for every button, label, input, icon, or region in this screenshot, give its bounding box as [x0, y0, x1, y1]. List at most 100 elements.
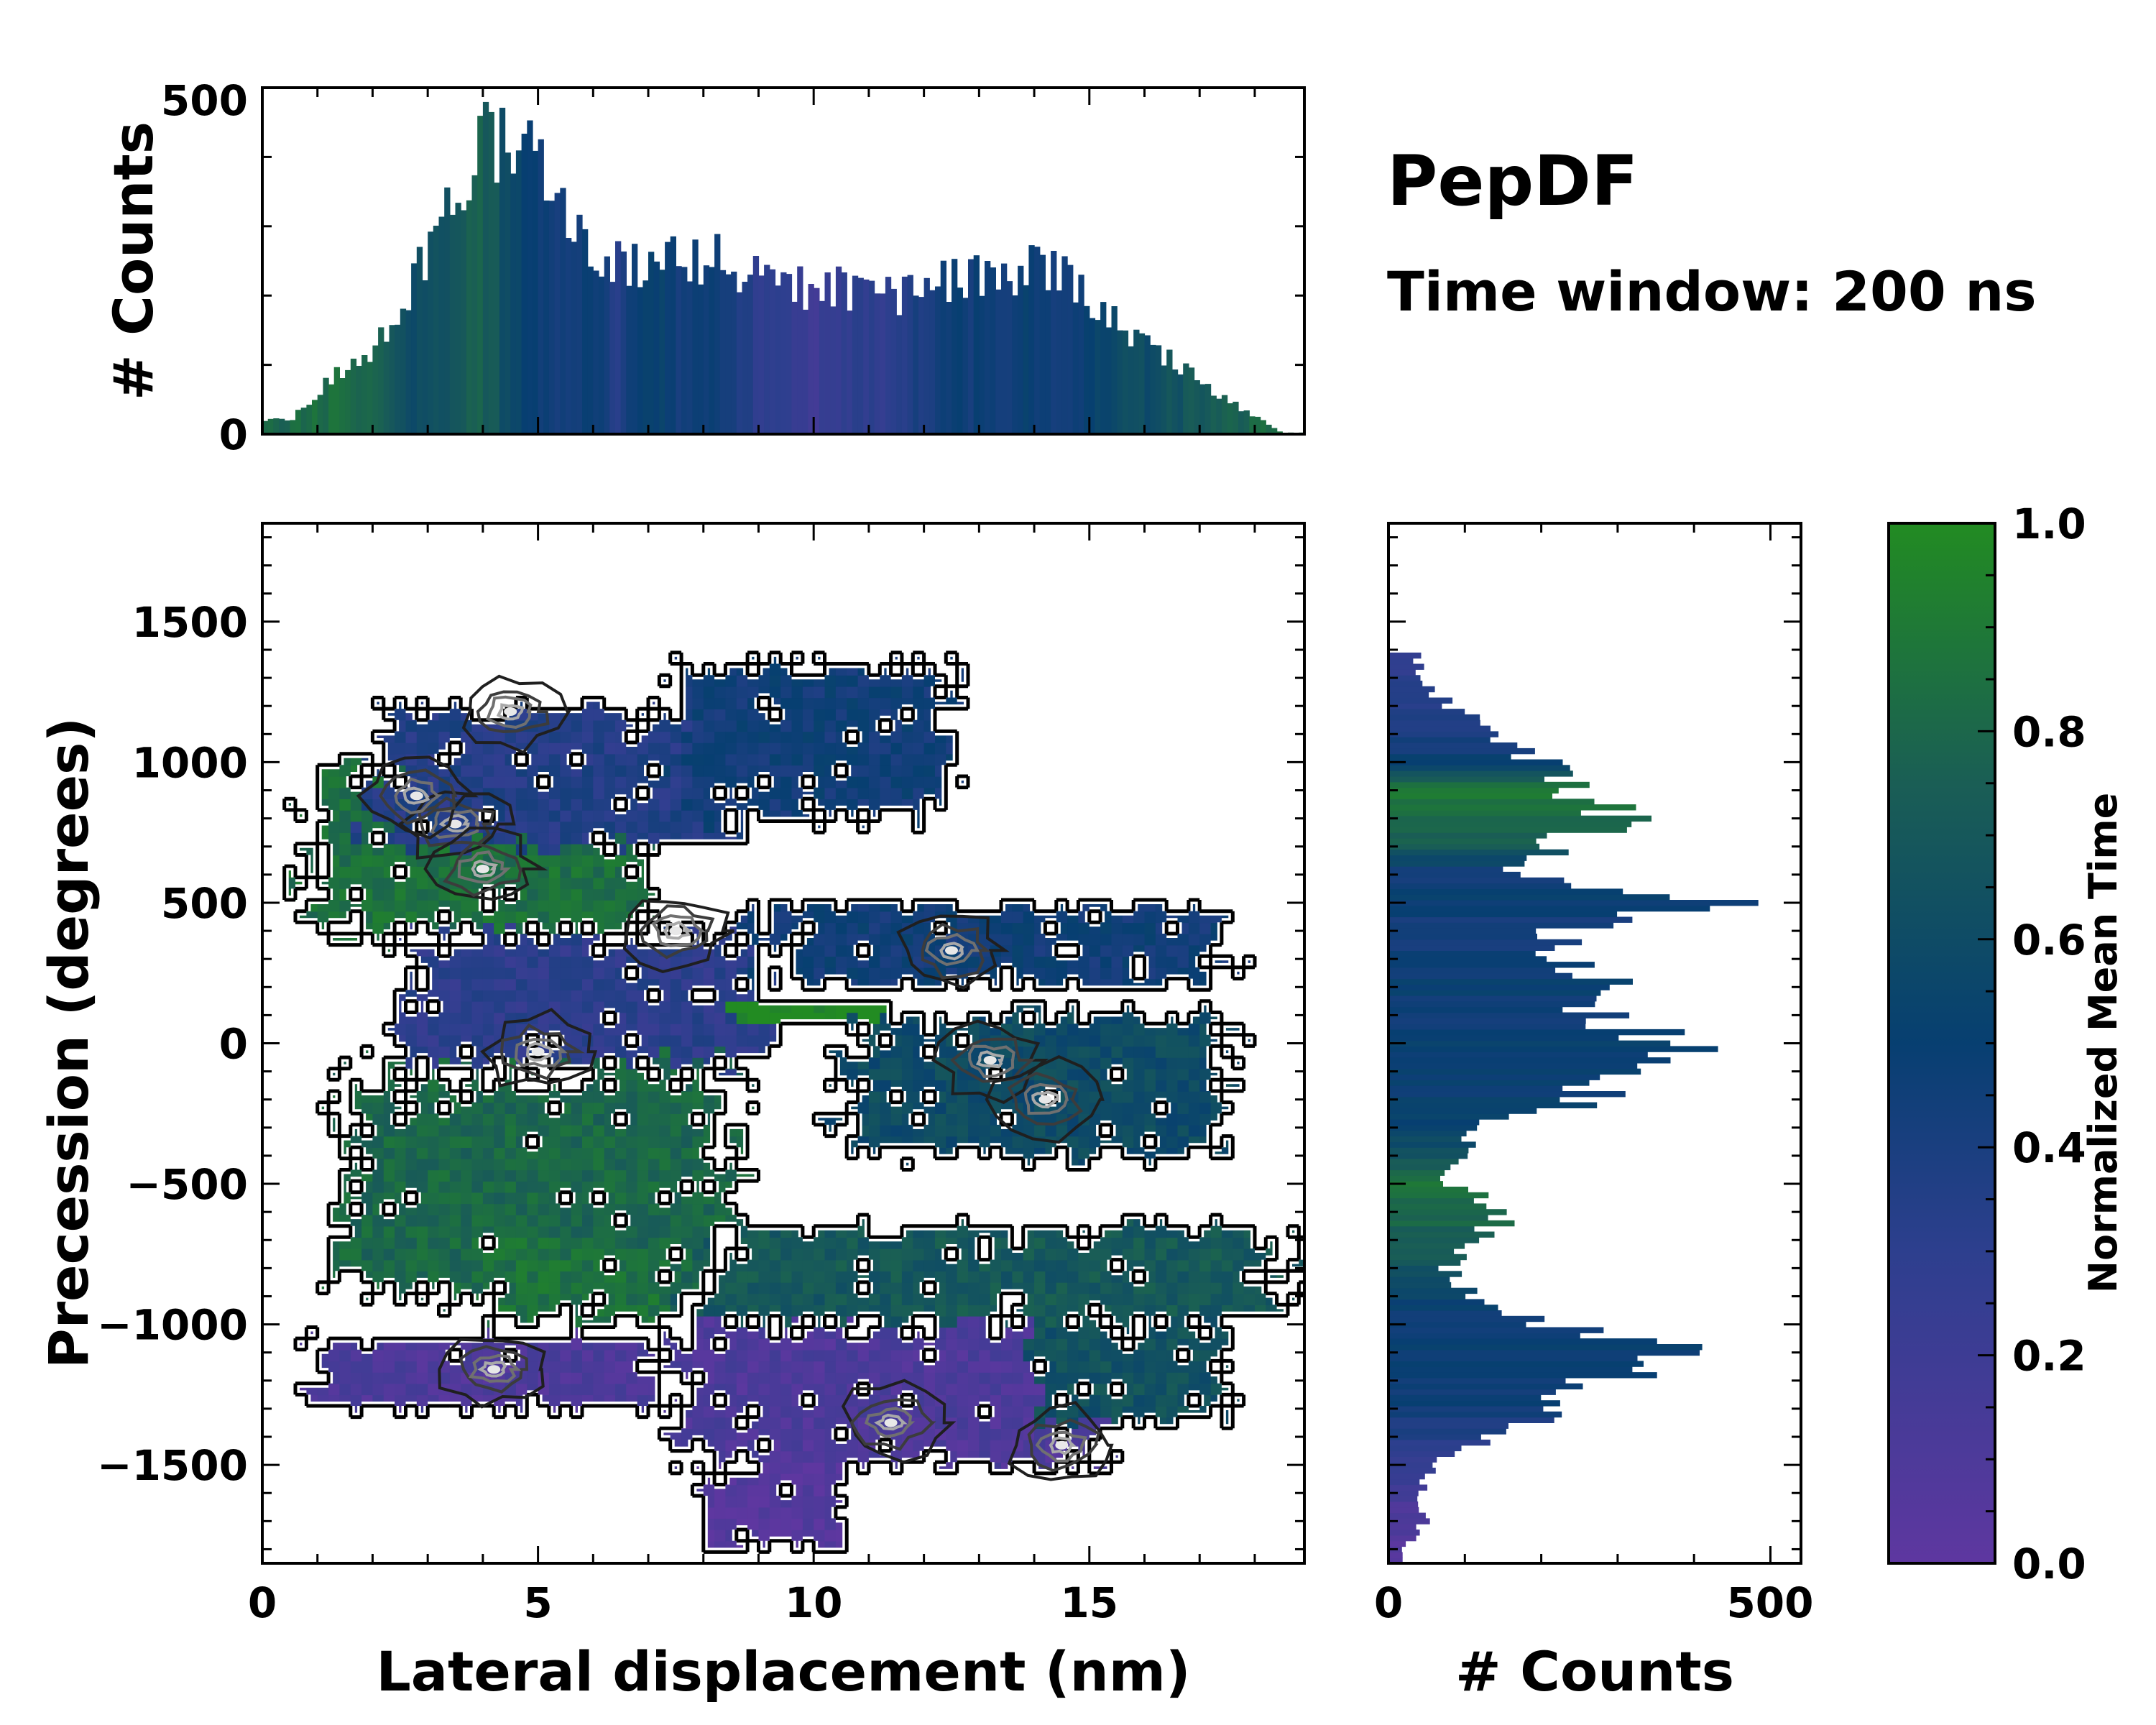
colorbar-tick-label: 0.0 [2012, 1540, 2086, 1588]
heatmap-cell [659, 742, 671, 755]
heatmap-cell [604, 1169, 616, 1182]
top-histogram-bar [405, 310, 412, 434]
heatmap-cell [438, 731, 451, 743]
right-histogram-bar [1388, 1282, 1452, 1289]
heatmap-cell [361, 821, 374, 833]
heatmap-cell [725, 1518, 737, 1530]
heatmap-cell [1166, 1046, 1179, 1058]
heatmap-cell [1122, 1080, 1134, 1092]
heatmap-cell [901, 675, 913, 687]
heatmap-cell [339, 787, 351, 799]
heatmap-cell [471, 911, 484, 924]
heatmap-cell [626, 765, 638, 777]
heatmap-cell [648, 1169, 660, 1182]
heatmap-x-tick-label: 0 [248, 1578, 277, 1627]
right-histogram-bar [1388, 759, 1563, 765]
heatmap-cell [791, 1305, 803, 1317]
heatmap-cell [494, 1169, 506, 1182]
heatmap-cell [957, 1394, 969, 1407]
heatmap-cell [560, 809, 572, 822]
heatmap-cell [681, 1102, 694, 1114]
top-histogram-bar [566, 238, 572, 434]
heatmap-cell [901, 1034, 913, 1047]
heatmap-cell [1111, 1237, 1123, 1249]
heatmap-cell [604, 1124, 616, 1137]
heatmap-cell [890, 967, 903, 980]
heatmap-cell [957, 1439, 969, 1452]
heatmap-cell [979, 1439, 991, 1452]
top-histogram-bar [510, 173, 517, 434]
heatmap-cell [659, 731, 671, 743]
heatmap-cell [957, 1293, 969, 1305]
heatmap-cell [604, 1282, 616, 1294]
heatmap-cell [395, 1136, 407, 1148]
heatmap-cell [703, 686, 715, 699]
heatmap-cell [428, 1124, 440, 1137]
heatmap-cell [1122, 1024, 1134, 1036]
heatmap-cell [515, 1124, 528, 1137]
contour-peak [531, 1047, 545, 1057]
heatmap-cell [1078, 1034, 1090, 1047]
top-histogram-bar [1012, 295, 1018, 434]
heatmap-cell [604, 956, 616, 968]
heatmap-cell [416, 1012, 428, 1024]
heatmap-cell [416, 877, 428, 890]
contour-peak [410, 791, 423, 801]
heatmap-cell [593, 911, 605, 924]
heatmap-cell [1199, 1091, 1212, 1103]
heatmap-cell [428, 1203, 440, 1215]
right-histogram-bar [1388, 1006, 1563, 1013]
contour-peak [1055, 1440, 1069, 1450]
top-histogram-bar [1255, 416, 1261, 434]
heatmap-cell [946, 1113, 958, 1126]
heatmap-cell [361, 809, 374, 822]
heatmap-cell [703, 1484, 715, 1496]
heatmap-cell [1100, 934, 1112, 946]
heatmap-cell [471, 1057, 484, 1070]
heatmap-cell [515, 821, 528, 833]
heatmap-cell [548, 967, 561, 980]
heatmap-cell [438, 1203, 451, 1215]
heatmap-cell [736, 719, 748, 732]
heatmap-cell [604, 1225, 616, 1238]
heatmap-cell [736, 1271, 748, 1283]
heatmap-cell [548, 990, 561, 1002]
heatmap-cell [692, 1057, 704, 1070]
right-histogram-bar [1388, 1052, 1648, 1058]
top-histogram-bar [267, 418, 274, 434]
heatmap-cell [461, 1372, 473, 1384]
heatmap-cell [957, 1080, 969, 1092]
heatmap-cell [582, 1169, 594, 1182]
heatmap-cell [372, 1113, 384, 1126]
heatmap-cell [515, 1113, 528, 1126]
heatmap-cell [824, 1361, 837, 1373]
heatmap-cell [868, 967, 880, 980]
heatmap-cell [769, 1394, 781, 1407]
heatmap-cell [990, 1259, 1002, 1271]
heatmap-cell [604, 731, 616, 743]
right-histogram-bar [1388, 1394, 1542, 1401]
right-histogram-bar [1388, 765, 1570, 771]
heatmap-cell [538, 753, 550, 766]
heatmap-cell [1056, 1349, 1068, 1362]
top-histogram-bar [995, 289, 1002, 434]
top-histogram-bar [962, 298, 969, 434]
heatmap-cell [1023, 1327, 1035, 1339]
heatmap-cell [515, 1237, 528, 1249]
heatmap-cell [571, 1248, 583, 1261]
heatmap-cell [835, 719, 847, 732]
heatmap-cell [615, 1282, 627, 1294]
heatmap-cell [1144, 1248, 1156, 1261]
heatmap-cell [703, 765, 715, 777]
heatmap-cell [659, 1113, 671, 1126]
right-histogram-bar [1388, 1243, 1465, 1249]
right-histogram-bar [1388, 1389, 1556, 1395]
heatmap-cell [780, 1439, 793, 1452]
top-histogram-bar [940, 260, 946, 434]
heatmap-cell [736, 709, 748, 721]
heatmap-cell [725, 1349, 737, 1362]
heatmap-cell [714, 731, 727, 743]
heatmap-cell [703, 753, 715, 766]
heatmap-cell [1133, 1293, 1146, 1305]
heatmap-cell [648, 1113, 660, 1126]
